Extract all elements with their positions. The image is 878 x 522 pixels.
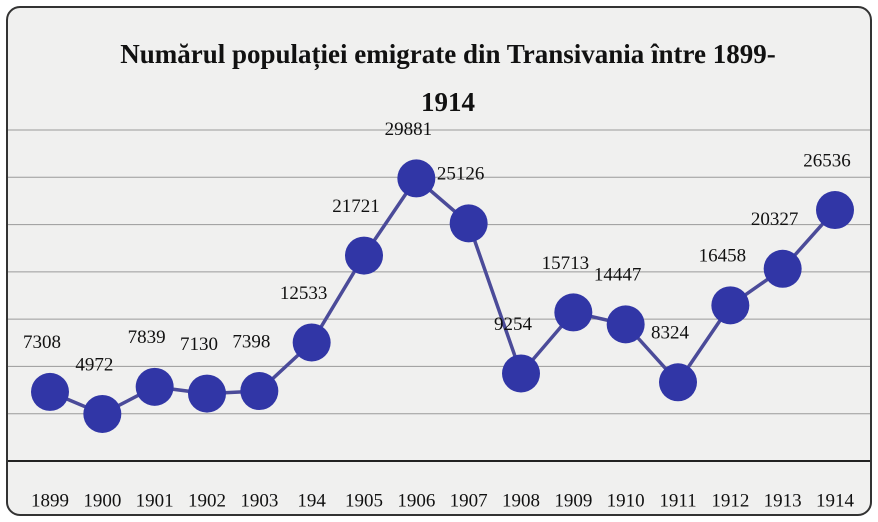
marker [502, 354, 540, 393]
marker [554, 293, 593, 332]
data-label: 21721 [332, 196, 380, 217]
x-tick-label: 1913 [764, 490, 802, 511]
marker [763, 249, 802, 288]
marker [240, 372, 279, 411]
chart-title: Numărul populației emigrate din Transiva… [120, 39, 776, 117]
data-label: 12533 [280, 283, 328, 304]
data-label: 7839 [128, 327, 166, 348]
data-label: 26536 [803, 150, 851, 171]
chart-card: 1899 1900 1901 1902 1903 194 1905 1906 1907 1908 1… [6, 6, 872, 516]
marker [816, 191, 854, 230]
data-label: 16458 [699, 246, 747, 267]
x-tick-label: 1901 [136, 490, 174, 511]
marker [711, 286, 750, 325]
marker [31, 372, 69, 411]
series-line [49, 175, 837, 416]
data-label: 7130 [180, 334, 218, 355]
marker [606, 305, 645, 344]
marker [449, 204, 488, 243]
data-label: 20327 [751, 209, 799, 230]
x-tick-label: 1906 [397, 490, 435, 511]
marker [345, 236, 383, 275]
marker [397, 159, 436, 198]
data-label: 25126 [437, 164, 485, 185]
x-tick-label: 1911 [659, 490, 696, 511]
marker [188, 374, 226, 413]
marker [292, 323, 331, 362]
x-tick-label: 1912 [711, 490, 749, 511]
x-tick-label: 1903 [240, 490, 278, 511]
x-tick-label: 1909 [554, 490, 592, 511]
data-label: 8324 [651, 323, 690, 344]
x-tick-label: 1905 [345, 490, 383, 511]
data-label: 4972 [75, 354, 113, 375]
x-tick-label: 1908 [502, 490, 540, 511]
data-label: 15713 [542, 253, 590, 274]
x-tick-label: 1910 [607, 490, 645, 511]
data-label: 14447 [594, 265, 642, 286]
data-label: 9254 [494, 314, 533, 335]
x-tick-label: 194 [297, 490, 326, 511]
marker [83, 394, 122, 433]
x-tick-label: 1899 [31, 490, 69, 511]
data-label: 7398 [232, 331, 270, 352]
x-tick-label: 1907 [450, 490, 488, 511]
marker [659, 363, 697, 402]
x-tick-label: 1914 [816, 490, 855, 511]
chart: 1899 1900 1901 1902 1903 194 1905 1906 1907 1908 1… [8, 119, 870, 511]
data-label: 29881 [385, 119, 433, 140]
x-tick-label: 1900 [83, 490, 121, 511]
x-tick-label: 1902 [188, 490, 226, 511]
data-label: 7308 [23, 332, 61, 353]
marker [135, 367, 174, 406]
